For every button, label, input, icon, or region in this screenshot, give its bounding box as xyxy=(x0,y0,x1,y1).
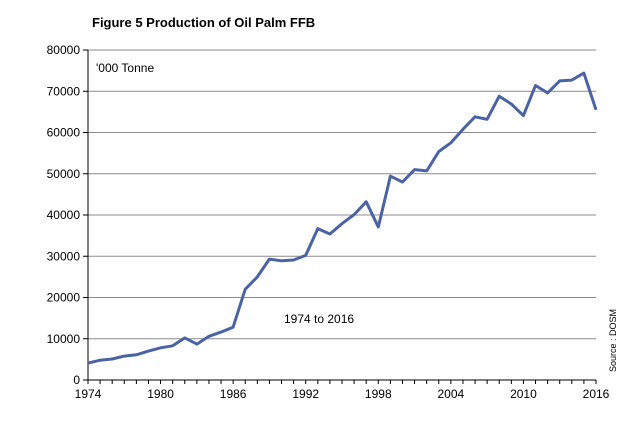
x-tick-label: 1974 xyxy=(75,387,102,401)
gridlines xyxy=(88,49,596,340)
unit-label: '000 Tonne xyxy=(96,61,154,75)
y-tick-label: 40000 xyxy=(47,208,81,222)
x-tick-label: 1980 xyxy=(147,387,174,401)
x-tick-label: 1998 xyxy=(365,387,392,401)
y-tick-label: 50000 xyxy=(47,167,81,181)
x-tick-label: 2010 xyxy=(510,387,537,401)
y-axis-ticks: 0 10000 20000 30000 40000 50000 60000 70000 8000… xyxy=(47,43,88,387)
x-axis-ticks: 1974 1980 1986 1992 1998 2004 2010 2016 xyxy=(75,380,610,401)
y-tick-label: 60000 xyxy=(47,126,81,140)
y-tick-label: 20000 xyxy=(47,291,81,305)
source-note: Source : DOSM xyxy=(608,309,618,372)
y-tick-label: 30000 xyxy=(47,249,81,263)
y-tick-label: 80000 xyxy=(47,43,81,57)
x-tick-label: 1992 xyxy=(292,387,319,401)
series-line xyxy=(87,71,598,365)
x-tick-label: 1986 xyxy=(220,387,247,401)
x-tick-label: 2004 xyxy=(438,387,465,401)
y-tick-label: 10000 xyxy=(47,332,81,346)
y-tick-label: 70000 xyxy=(47,84,81,98)
x-tick-label: 2016 xyxy=(583,387,610,401)
chart-title: Figure 5 Production of Oil Palm FFB xyxy=(92,15,315,30)
y-tick-label: 0 xyxy=(73,373,80,387)
period-annotation: 1974 to 2016 xyxy=(284,312,354,326)
